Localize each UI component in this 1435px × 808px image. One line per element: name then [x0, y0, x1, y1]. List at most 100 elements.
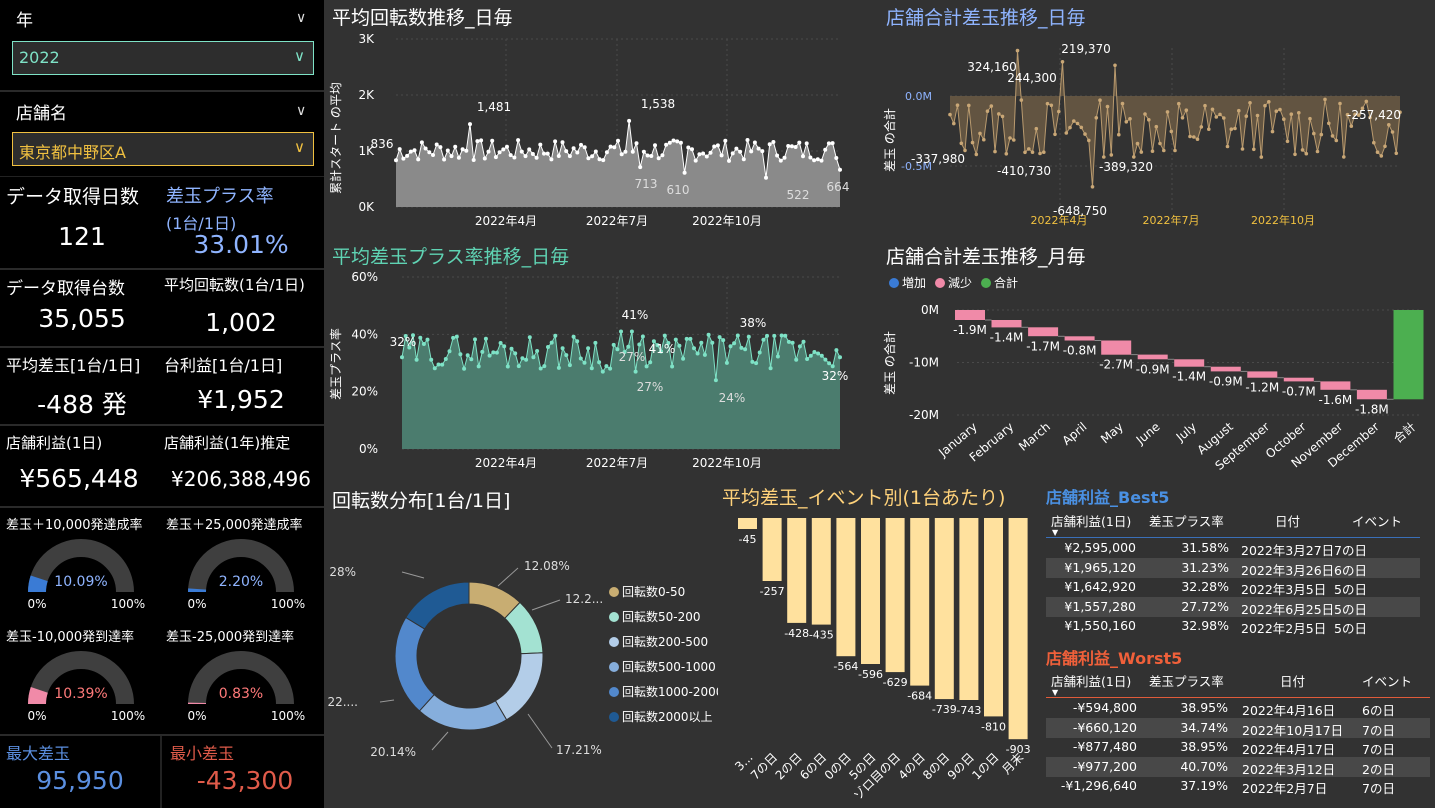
store-dropdown[interactable]: 東京都中野区A ∨ — [12, 132, 314, 166]
x-tick-label: 2022年10月 — [692, 214, 762, 228]
sort-desc-icon[interactable]: ▼ — [1052, 528, 1059, 537]
table-cell: 2022年4月16日 — [1242, 703, 1336, 718]
plusrate-point — [816, 351, 821, 356]
diff-daily-point — [1349, 124, 1354, 128]
column-header[interactable]: イベント — [1352, 514, 1403, 529]
leader-line — [531, 599, 561, 611]
column-header[interactable]: 差玉プラス率 — [1149, 514, 1224, 529]
plusrate-point — [582, 360, 587, 365]
table-row[interactable]: ¥1,550,160 32.98% 2022年2月5日 5の日 — [1046, 616, 1420, 636]
event-bar — [811, 518, 831, 625]
table-row[interactable]: -¥594,800 38.95% 2022年4月16日 6の日 — [1046, 698, 1430, 718]
plusrate-point — [783, 333, 788, 338]
plusrate-point — [578, 356, 583, 361]
data-label: -337,980 — [911, 152, 965, 166]
data-label: 22.... — [328, 695, 358, 709]
spins-point — [738, 149, 743, 154]
x-tick-label: 2022年4月 — [475, 214, 537, 228]
table-row[interactable]: -¥1,296,640 37.19% 2022年2月7日 7の日 — [1046, 776, 1430, 796]
days-label: データ取得日数 — [6, 186, 140, 208]
plusrate-point — [662, 333, 667, 338]
gauge-label: 差玉-25,000発到達率 — [166, 630, 295, 645]
spins-point — [701, 151, 706, 156]
diff-daily-point — [1210, 107, 1215, 112]
diff-daily-y-axis-title: 差玉 の合計 — [882, 108, 897, 172]
spins-point — [604, 150, 609, 155]
table-row[interactable]: -¥877,480 38.95% 2022年4月17日 7の日 — [1046, 737, 1430, 757]
data-label: 27% — [619, 350, 646, 364]
x-tick-label: 2022年7月 — [586, 214, 648, 228]
legend-marker — [609, 612, 619, 622]
spins-point — [641, 149, 646, 154]
legend-marker — [609, 637, 619, 647]
x-tick-label: 2022年4月 — [1031, 213, 1088, 227]
spins-point — [671, 138, 676, 143]
diff-daily-point — [1060, 60, 1065, 64]
plusrate-point — [648, 360, 653, 365]
diff-daily-point — [1109, 153, 1114, 157]
plusrate-point — [651, 339, 656, 344]
spins-point — [638, 165, 643, 170]
divider — [160, 736, 162, 808]
gauge-value: 10.09% — [54, 574, 107, 590]
table-cell: 6の日 — [1334, 562, 1367, 578]
spins-point — [431, 153, 435, 157]
plusrate-point — [713, 378, 718, 383]
column-header[interactable]: イベント — [1362, 674, 1413, 689]
legend-label: 合計 — [994, 275, 1018, 290]
table-row[interactable]: ¥1,642,920 32.28% 2022年3月5日 5の日 — [1046, 577, 1420, 597]
gauge-min: 0% — [27, 709, 46, 723]
sort-desc-icon[interactable]: ▼ — [1052, 688, 1059, 697]
table-row[interactable]: ¥2,595,000 31.58% 2022年3月27日 7の日 — [1046, 538, 1420, 558]
plusrate-point — [644, 364, 649, 369]
best5-title: 店舗利益_Best5 — [1046, 488, 1170, 507]
plusrate-point — [640, 334, 645, 339]
plusrate-point — [407, 345, 412, 350]
year-dropdown-value: 2022 — [19, 48, 60, 67]
spins-point — [749, 149, 754, 154]
plusrate-point — [681, 356, 686, 361]
spins-point — [564, 149, 569, 154]
spins-point — [419, 140, 424, 145]
column-header[interactable]: 差玉プラス率 — [1149, 674, 1224, 689]
spins-point — [697, 152, 702, 157]
store-filter-collapse-icon[interactable]: ∨ — [296, 103, 307, 119]
table-row[interactable]: ¥1,965,120 31.23% 2022年3月26日 6の日 — [1046, 557, 1420, 578]
waterfall-bar — [1320, 381, 1351, 390]
year-filter-collapse-icon[interactable]: ∨ — [296, 10, 307, 26]
spins-point — [597, 157, 602, 162]
diff-daily-point — [1000, 114, 1005, 119]
plusrate-point — [553, 333, 558, 338]
table-row[interactable]: ¥1,557,280 27.72% 2022年6月25日 5の日 — [1046, 596, 1420, 617]
spins-point — [575, 150, 580, 155]
diff-daily-point — [1278, 107, 1282, 112]
table-row[interactable]: -¥660,120 34.74% 2022年10月17日 7の日 — [1046, 717, 1430, 738]
data-label: 27% — [637, 380, 664, 394]
table-cell: 32.98% — [1181, 618, 1229, 633]
avg-diff-label: 平均差玉[1台/1日] — [6, 356, 141, 375]
plusrate-area — [402, 331, 840, 449]
column-header[interactable]: 日付 — [1275, 514, 1301, 529]
store-profit-day-label: 店舗利益(1日) — [6, 434, 103, 452]
gauge-max: 100% — [111, 597, 145, 611]
plusrate-point — [692, 346, 696, 351]
plusrate-point — [830, 364, 835, 369]
plusrate-point — [724, 360, 729, 365]
spins-point — [808, 155, 813, 160]
column-header[interactable]: 店舗利益(1日) — [1051, 514, 1132, 529]
diff-daily-point — [1240, 147, 1245, 151]
data-label: 16.28% — [328, 565, 356, 579]
plusrate-point — [505, 364, 510, 369]
leader-line — [431, 731, 449, 751]
year-dropdown[interactable]: 2022 ∨ — [12, 41, 314, 75]
x-tick-label: 1の日 — [969, 750, 1001, 782]
table-row[interactable]: -¥977,200 40.70% 2022年3月12日 2の日 — [1046, 756, 1430, 777]
diff-daily-point — [1312, 131, 1316, 136]
spins-point — [556, 154, 561, 158]
column-header[interactable]: 日付 — [1280, 674, 1306, 689]
diff-daily-point — [948, 112, 952, 117]
column-header[interactable]: 店舗利益(1日) — [1051, 674, 1132, 689]
diff-daily-point — [1368, 115, 1372, 120]
plusrate-point — [735, 333, 740, 338]
spins-point — [482, 156, 487, 161]
